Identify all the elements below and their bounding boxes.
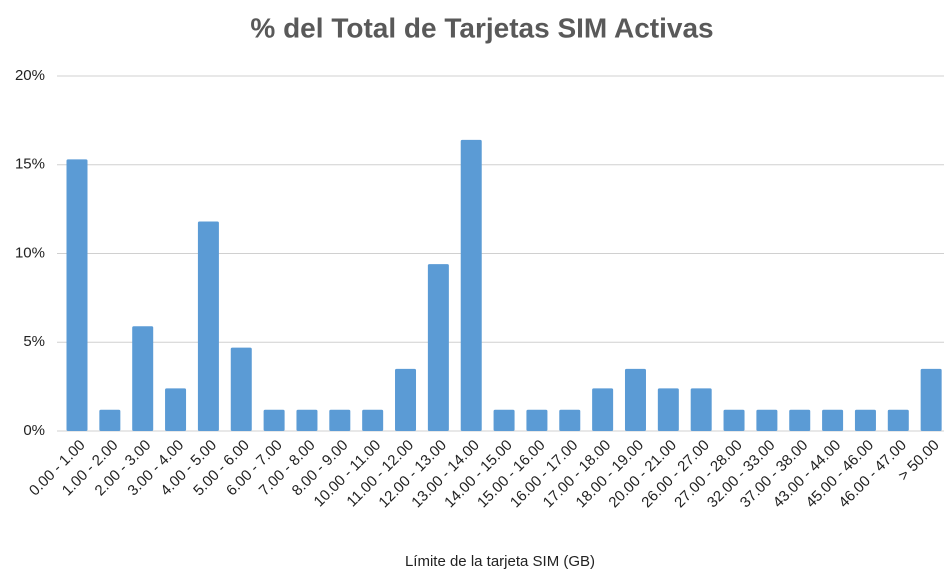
bar [493, 409, 515, 431]
bar [723, 409, 745, 431]
bar [559, 409, 581, 431]
bar [624, 368, 646, 431]
bar [165, 388, 187, 431]
bar [230, 347, 252, 431]
bar [329, 409, 351, 431]
bar [920, 368, 942, 431]
bar [263, 409, 285, 431]
bar [296, 409, 318, 431]
bar [362, 409, 384, 431]
bar [395, 368, 417, 431]
x-axis-title: Límite de la tarjeta SIM (GB) [405, 553, 595, 570]
y-tick-label: 20% [15, 67, 45, 84]
bar [690, 388, 712, 431]
bar [66, 159, 88, 432]
bar [854, 409, 876, 431]
y-tick-label: 0% [23, 422, 45, 439]
y-tick-label: 15% [15, 156, 45, 173]
bar [197, 221, 219, 431]
bar [427, 264, 449, 431]
bar [526, 409, 548, 431]
y-tick-label: 10% [15, 244, 45, 261]
bar [887, 409, 909, 431]
y-tick-label: 5% [23, 333, 45, 350]
bar [657, 388, 679, 431]
bar [460, 139, 482, 431]
bar [99, 409, 121, 431]
chart-title: % del Total de Tarjetas SIM Activas [250, 12, 713, 43]
bar [789, 409, 811, 431]
bar [822, 409, 844, 431]
bar [132, 326, 154, 431]
bar [756, 409, 778, 431]
bar [592, 388, 614, 431]
